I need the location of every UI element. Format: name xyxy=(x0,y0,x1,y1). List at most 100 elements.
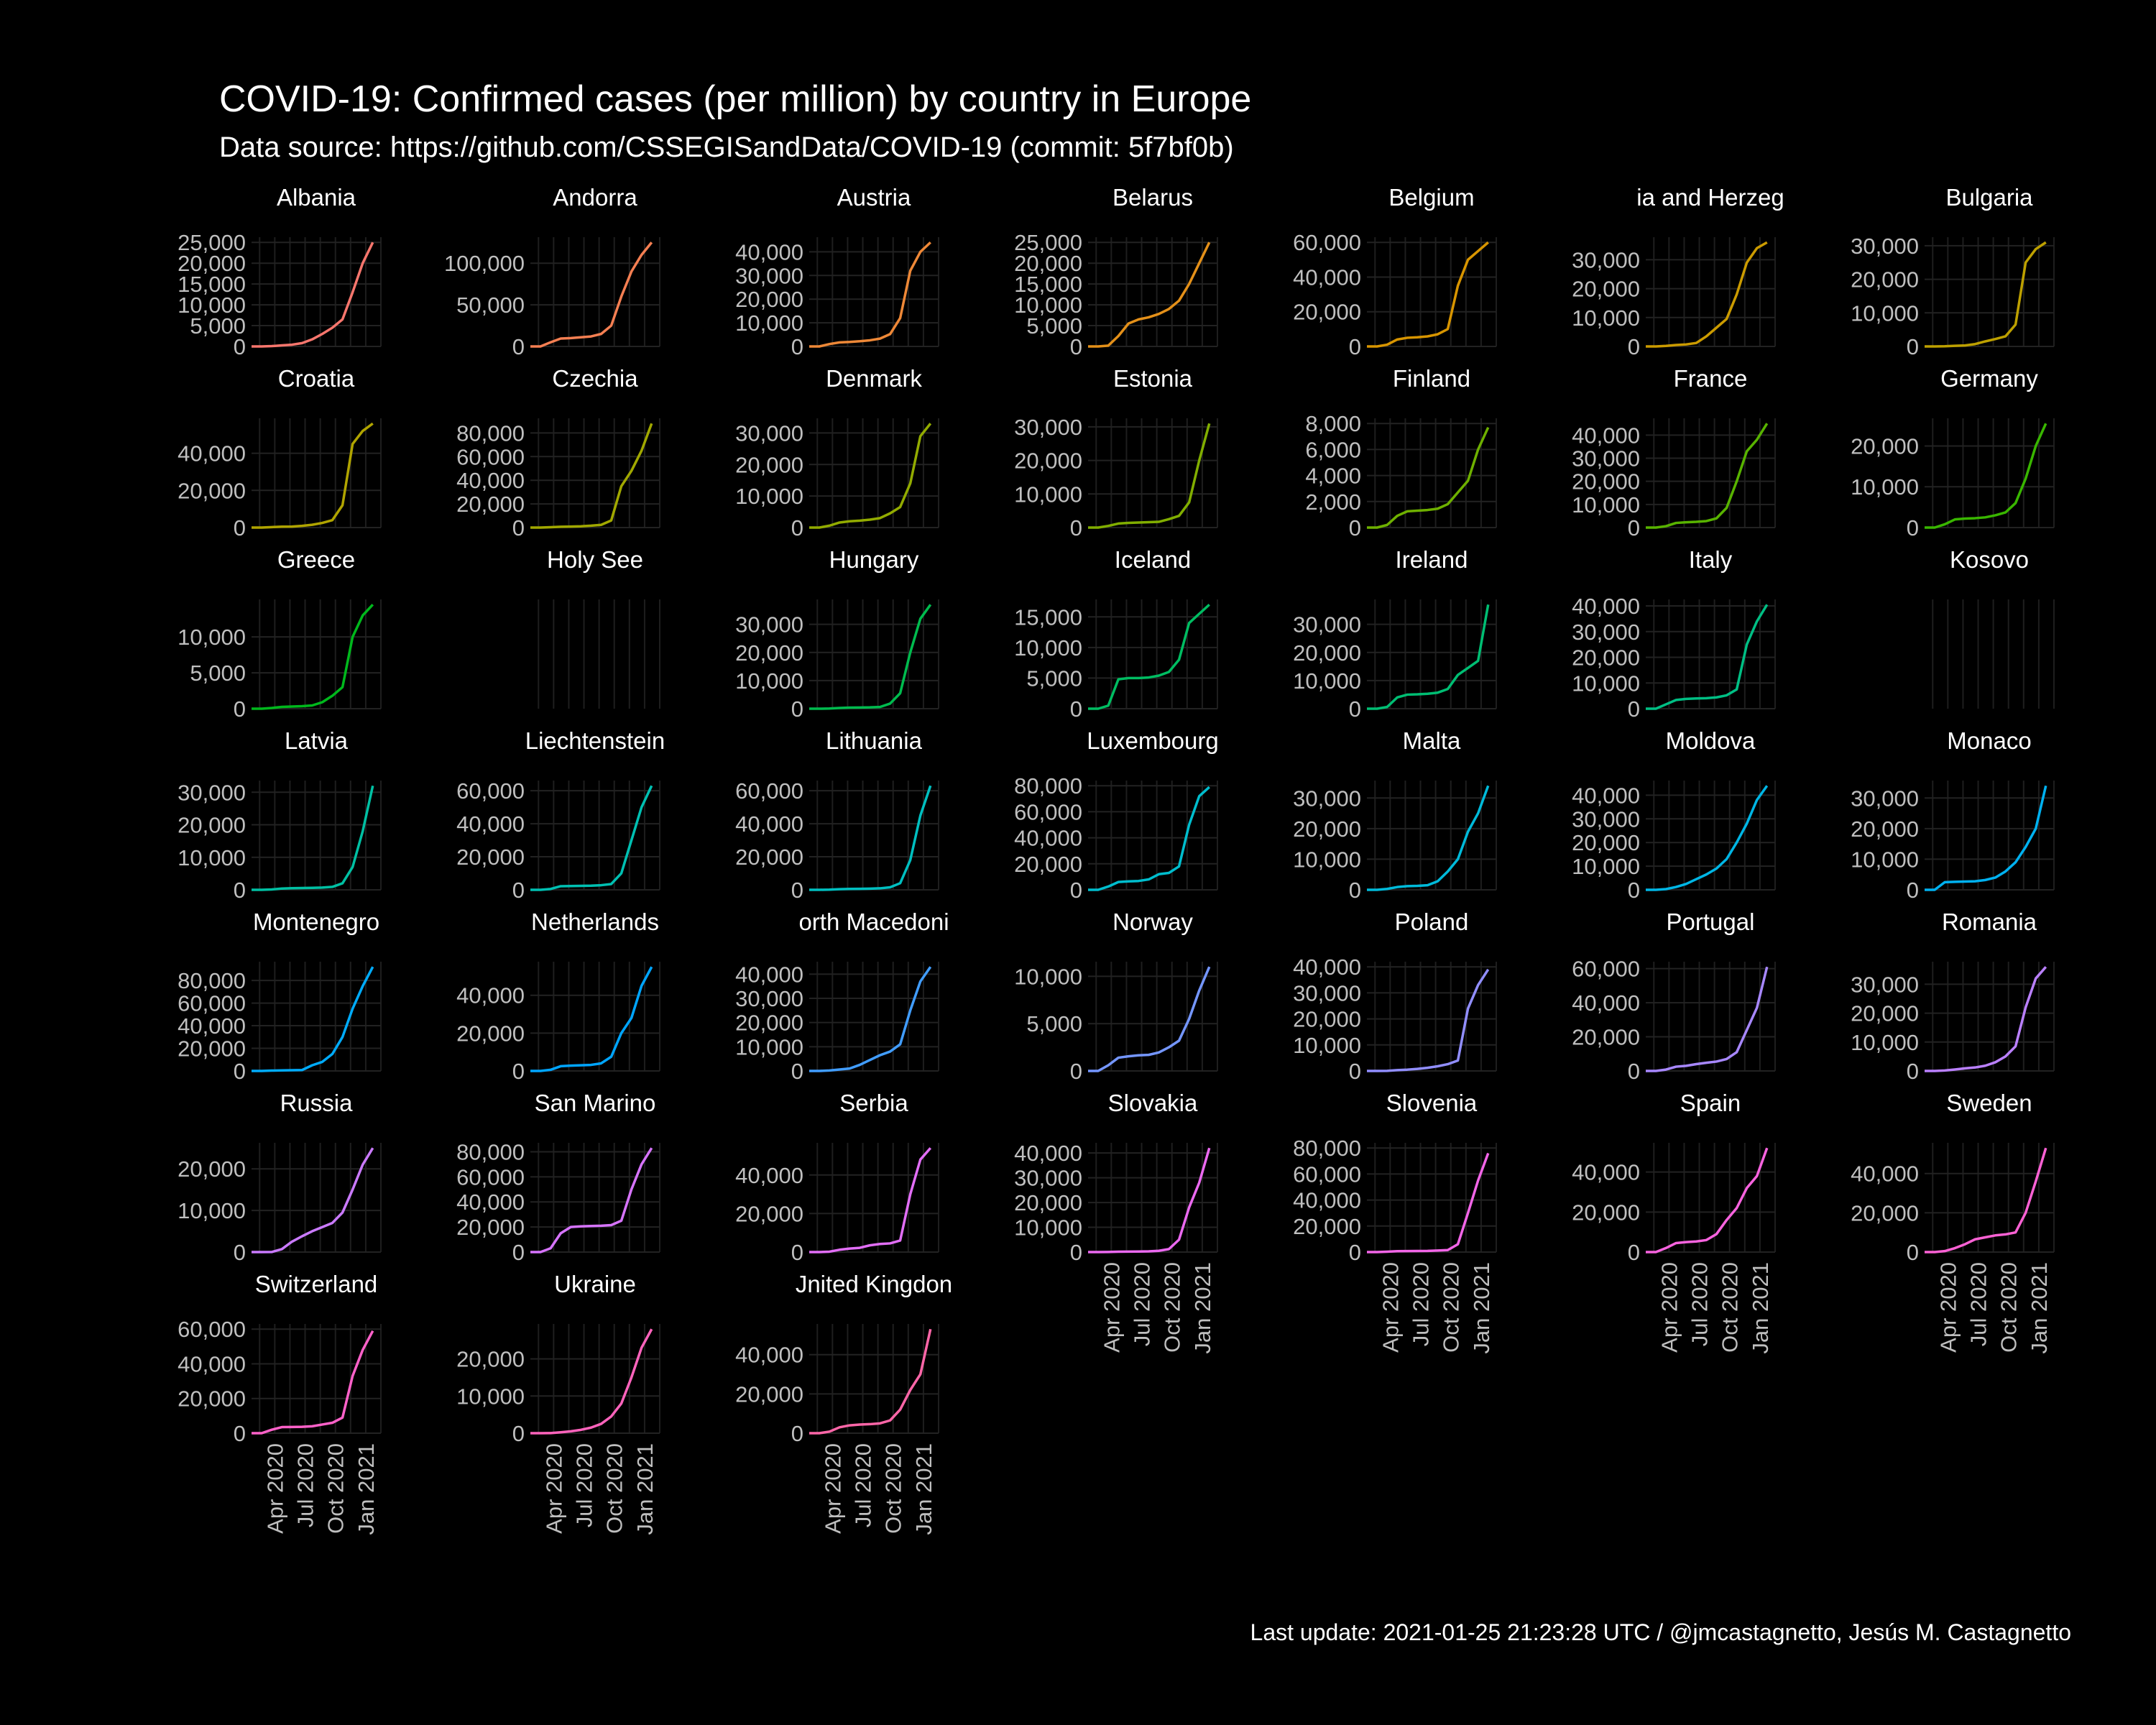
y-tick-label: 20,000 xyxy=(1014,448,1082,474)
y-tick-label: 60,000 xyxy=(456,778,525,804)
facet-label: Montenegro xyxy=(253,908,379,935)
facet-panel: Netherlands 0 20,000 40,000 xyxy=(456,908,660,1084)
y-tick-label: 20,000 xyxy=(456,845,525,870)
y-tick-label: 80,000 xyxy=(456,420,525,446)
y-tick-label: 10,000 xyxy=(1014,1215,1082,1241)
y-tick-label: 10,000 xyxy=(735,484,803,509)
series-line xyxy=(1088,786,1210,891)
series-line xyxy=(809,241,931,348)
y-tick-label: 10,000 xyxy=(1572,854,1640,879)
y-tick-label: 30,000 xyxy=(1014,1166,1082,1191)
y-tick-label: 10,000 xyxy=(1293,847,1361,872)
y-tick-label: 5,000 xyxy=(190,661,246,686)
y-tick-label: 0 xyxy=(791,696,803,722)
y-tick-label: 4,000 xyxy=(1305,464,1361,489)
facet-panel: Kosovo xyxy=(1932,546,2055,709)
facet-label: Latvia xyxy=(285,727,349,754)
y-tick-label: 30,000 xyxy=(735,420,803,446)
y-tick-label: 0 xyxy=(791,515,803,540)
y-tick-label: 20,000 xyxy=(456,1215,525,1240)
series-line xyxy=(1646,241,1768,348)
y-tick-label: 30,000 xyxy=(735,612,803,638)
y-tick-label: 30,000 xyxy=(1851,234,1919,259)
y-tick-label: 80,000 xyxy=(178,968,246,993)
x-tick-label: Apr 2020 xyxy=(262,1443,287,1534)
y-tick-label: 30,000 xyxy=(1293,980,1361,1006)
y-tick-label: 10,000 xyxy=(1014,293,1082,318)
facet-panel: Germany 0 10,000 20,000 xyxy=(1851,365,2055,540)
facet-panel: Latvia 0 10,000 20,000 30,000 xyxy=(178,727,382,903)
y-tick-label: 0 xyxy=(512,878,525,903)
y-tick-label: 0 xyxy=(1907,1240,1919,1265)
y-tick-label: 30,000 xyxy=(1572,247,1640,272)
facet-label: Sweden xyxy=(1946,1090,2032,1116)
series-line xyxy=(1646,966,1769,1072)
x-tick-label: Oct 2020 xyxy=(1160,1262,1185,1353)
y-tick-label: 60,000 xyxy=(456,444,525,469)
y-tick-label: 30,000 xyxy=(1572,620,1640,645)
y-tick-label: 10,000 xyxy=(1851,847,1919,872)
x-tick-label: Jul 2020 xyxy=(1966,1262,1991,1346)
series-line xyxy=(252,604,374,710)
series-line xyxy=(530,1147,653,1254)
series-line xyxy=(1646,604,1769,710)
y-tick-label: 0 xyxy=(1628,1240,1640,1265)
series-line xyxy=(530,966,653,1072)
series-line xyxy=(1646,423,1769,529)
series-line xyxy=(1367,604,1490,710)
facet-label: Luxembourg xyxy=(1087,727,1218,754)
x-tick-label: Jan 2021 xyxy=(354,1443,379,1535)
y-tick-label: 6,000 xyxy=(1305,437,1361,462)
series-line xyxy=(1367,426,1490,529)
y-tick-label: 40,000 xyxy=(735,811,803,837)
y-tick-label: 40,000 xyxy=(1572,783,1640,808)
facet-label: Slovakia xyxy=(1108,1090,1198,1116)
y-tick-label: 20,000 xyxy=(1293,816,1361,842)
y-tick-label: 0 xyxy=(234,696,246,722)
y-tick-label: 20,000 xyxy=(1572,277,1640,302)
y-tick-label: 30,000 xyxy=(735,263,803,288)
facet-panel: Serbia 0 20,000 40,000 xyxy=(735,1090,939,1265)
facet-label: Lithuania xyxy=(826,727,923,754)
y-tick-label: 40,000 xyxy=(456,1190,525,1215)
y-tick-label: 40,000 xyxy=(1572,990,1640,1016)
y-tick-label: 40,000 xyxy=(1293,954,1361,980)
facet-label: Switzerland xyxy=(255,1271,378,1297)
y-tick-label: 20,000 xyxy=(735,287,803,312)
y-tick-label: 0 xyxy=(512,1240,525,1265)
facet-panel: Andorra 0 50,000 100,000 xyxy=(444,184,660,359)
y-tick-label: 60,000 xyxy=(456,1164,525,1190)
y-tick-label: 60,000 xyxy=(1014,799,1082,824)
y-tick-label: 0 xyxy=(512,515,525,540)
facet-label: Ireland xyxy=(1396,546,1468,573)
facet-label: Liechtenstein xyxy=(525,727,665,754)
y-tick-label: 0 xyxy=(1628,515,1640,540)
y-tick-label: 30,000 xyxy=(1572,806,1640,832)
y-tick-label: 0 xyxy=(1070,1240,1082,1265)
y-tick-label: 20,000 xyxy=(1572,645,1640,671)
facet-panel: Holy See xyxy=(538,546,660,709)
facet-label: Italy xyxy=(1689,546,1733,573)
facet-label: San Marino xyxy=(535,1090,656,1116)
series-line xyxy=(1925,1147,2047,1254)
y-tick-label: 20,000 xyxy=(1293,1214,1361,1239)
y-tick-label: 10,000 xyxy=(178,1198,246,1223)
x-tick-label: Jul 2020 xyxy=(572,1443,597,1527)
y-tick-label: 20,000 xyxy=(735,1201,803,1226)
series-line xyxy=(1367,241,1489,348)
facet-panel: Norway 0 5,000 10,000 xyxy=(1014,908,1218,1084)
facet-panel: Ukraine 0 10,000 20,000 xyxy=(456,1271,660,1446)
facet-label: orth Macedoni xyxy=(798,908,949,935)
y-tick-label: 20,000 xyxy=(1293,300,1361,325)
y-tick-label: 30,000 xyxy=(735,986,803,1011)
series-line xyxy=(1088,423,1211,529)
y-tick-label: 80,000 xyxy=(1014,773,1082,799)
facet-panel: Spain 0 20,000 40,000 xyxy=(1572,1090,1776,1265)
y-tick-label: 5,000 xyxy=(1026,313,1082,339)
y-tick-label: 10,000 xyxy=(1572,671,1640,696)
